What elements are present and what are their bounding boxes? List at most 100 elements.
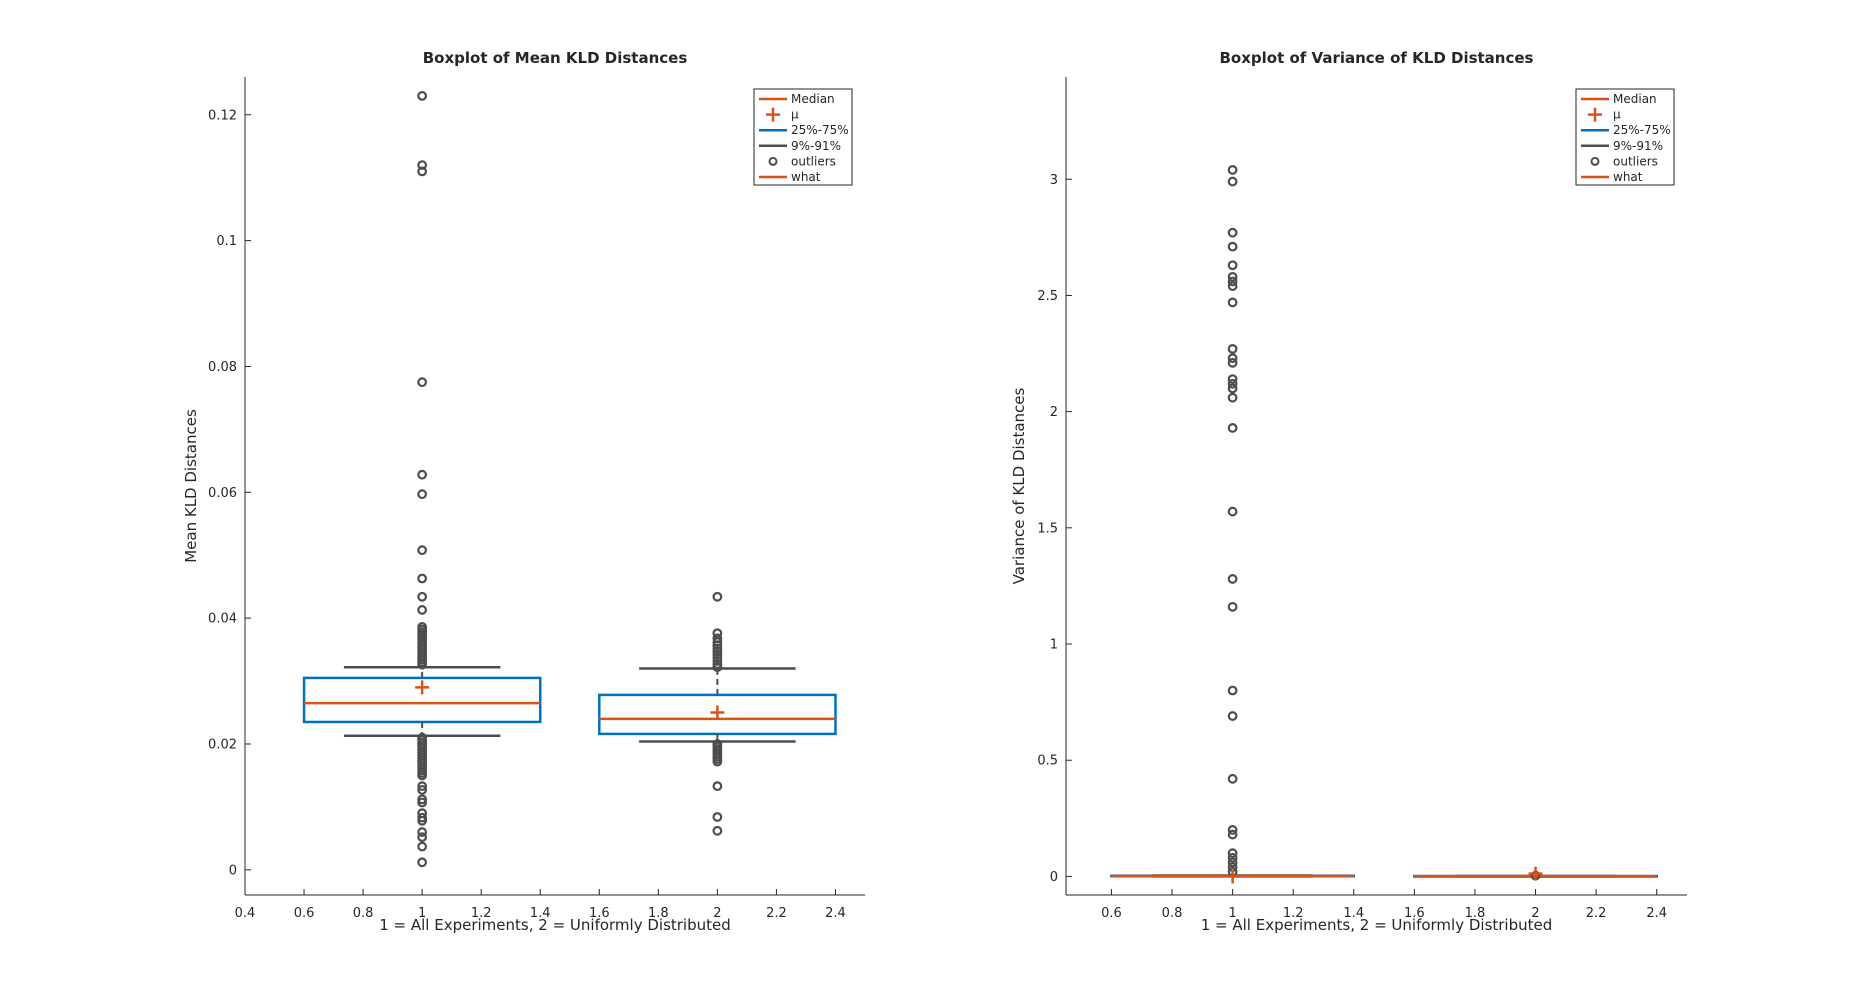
outlier-point [417,857,428,868]
outlier-point [1227,165,1238,175]
x-tick-label: 2.4 [825,906,846,921]
outlier-point [417,90,428,101]
x-tick-label: 1.4 [1343,906,1364,921]
x-tick-label: 2 [1531,906,1539,921]
legend-item: what [1581,170,1643,184]
legend-label: Median [791,92,835,106]
outlier-point [1227,357,1238,368]
outlier-point [1227,848,1238,859]
chart-panel-2: Boxplot of Variance of KLD Distances 0 0.5… [1010,49,1687,934]
x-tick-label: 1.8 [1465,906,1486,921]
outlier-point [417,794,428,805]
x-tick-label: 2.2 [766,906,787,921]
outlier-point [1227,601,1238,612]
y-tick-label: 0.02 [208,737,237,752]
legend-label: Median [1613,92,1657,106]
legend-box [1575,88,1675,186]
x-tick-label: 2 [713,906,721,921]
y-tick-label: 1 [1050,638,1058,653]
legend-item: μ [1588,107,1621,122]
outlier-point [712,591,723,602]
outlier-point [417,469,428,480]
outlier-point [1227,260,1238,271]
outlier-point [712,643,723,654]
outlier-point [1227,383,1238,394]
outlier-point [417,781,428,792]
outlier-point [712,640,723,651]
outlier-point [1227,852,1238,863]
x-tick-label: 0.8 [353,906,374,921]
y-tick-label: 0 [229,863,237,878]
outlier-point [712,662,723,673]
outlier-point [417,770,428,781]
x-tick-label: 1.6 [589,906,610,921]
mean-marker [1528,866,1543,881]
outlier-point [712,825,723,836]
legend-item: what [759,170,821,184]
legend-label: 9%-91% [1613,139,1663,153]
x-tick-label: 0.6 [294,906,315,921]
x-tick-label: 1.6 [1404,906,1425,921]
outlier-point [417,591,428,602]
outlier-point [417,489,428,500]
legend-item: 9%-91% [759,139,841,153]
outlier-point [1227,711,1238,721]
outlier-point [1227,353,1238,364]
y-tick-label: 0.08 [208,360,237,375]
legend-label: 25%-75% [1613,123,1671,137]
x-tick-label: 0.8 [1162,906,1183,921]
x-tick-label: 1.2 [471,906,492,921]
y-tick-label: 0.1 [216,234,237,249]
box-group-1 [302,90,542,868]
outlier-point [417,545,428,556]
legend-box [753,88,853,186]
outlier-point [1227,297,1238,308]
outlier-point [1227,374,1238,385]
y-tick-label: 0.5 [1037,754,1058,769]
outlier-point [417,841,428,852]
legend-item: Median [759,92,835,106]
outlier-point [1227,271,1238,282]
legend-label: outliers [1613,154,1658,168]
outlier-point [1227,685,1238,696]
chart-title: Boxplot of Variance of KLD Distances [1220,49,1534,67]
legend-item: 25%-75% [1581,123,1671,137]
legend-label: outliers [791,154,836,168]
legend: Median μ25%-75% 9%-91%outliers what [1575,88,1675,186]
outlier-point [417,797,428,808]
outlier-point [712,812,723,822]
outlier-point [1227,392,1238,403]
legend-item: outliers [768,154,836,168]
x-tick-label: 1.4 [530,906,551,921]
legend-label: μ [1613,108,1621,122]
outlier-point [1227,506,1238,517]
mean-marker [1225,869,1240,884]
chart-panel-1: Boxplot of Mean KLD Distances 0 0.02 0.04 0.… [182,49,865,934]
y-tick-label: 0.04 [208,612,237,627]
mean-marker [415,680,430,695]
outlier-point [417,166,428,177]
outlier-point [417,377,428,388]
legend-label: what [1613,170,1643,184]
outlier-point [417,815,428,826]
y-tick-label: 2 [1050,405,1058,420]
legend-label: what [791,170,821,184]
legend: Median μ25%-75% 9%-91%outliers what [753,88,853,186]
x-tick-label: 1 [1228,906,1236,921]
x-tick-label: 0.4 [235,906,256,921]
outlier-point [712,756,723,767]
outlier-point [1227,825,1238,835]
outlier-point [1227,276,1238,287]
legend-circle-icon [768,156,778,166]
outlier-point [417,832,428,843]
y-tick-label: 3 [1050,173,1058,188]
outlier-point [1227,378,1238,389]
y-tick-label: 1.5 [1037,521,1058,536]
outlier-point [1227,241,1238,252]
outlier-point [1227,227,1238,238]
x-axis-label: 1 = All Experiments, 2 = Uniformly Distr… [379,916,731,934]
x-axis-label: 1 = All Experiments, 2 = Uniformly Distr… [1201,916,1553,934]
outlier-point [712,649,723,660]
legend-item: outliers [1590,154,1658,168]
